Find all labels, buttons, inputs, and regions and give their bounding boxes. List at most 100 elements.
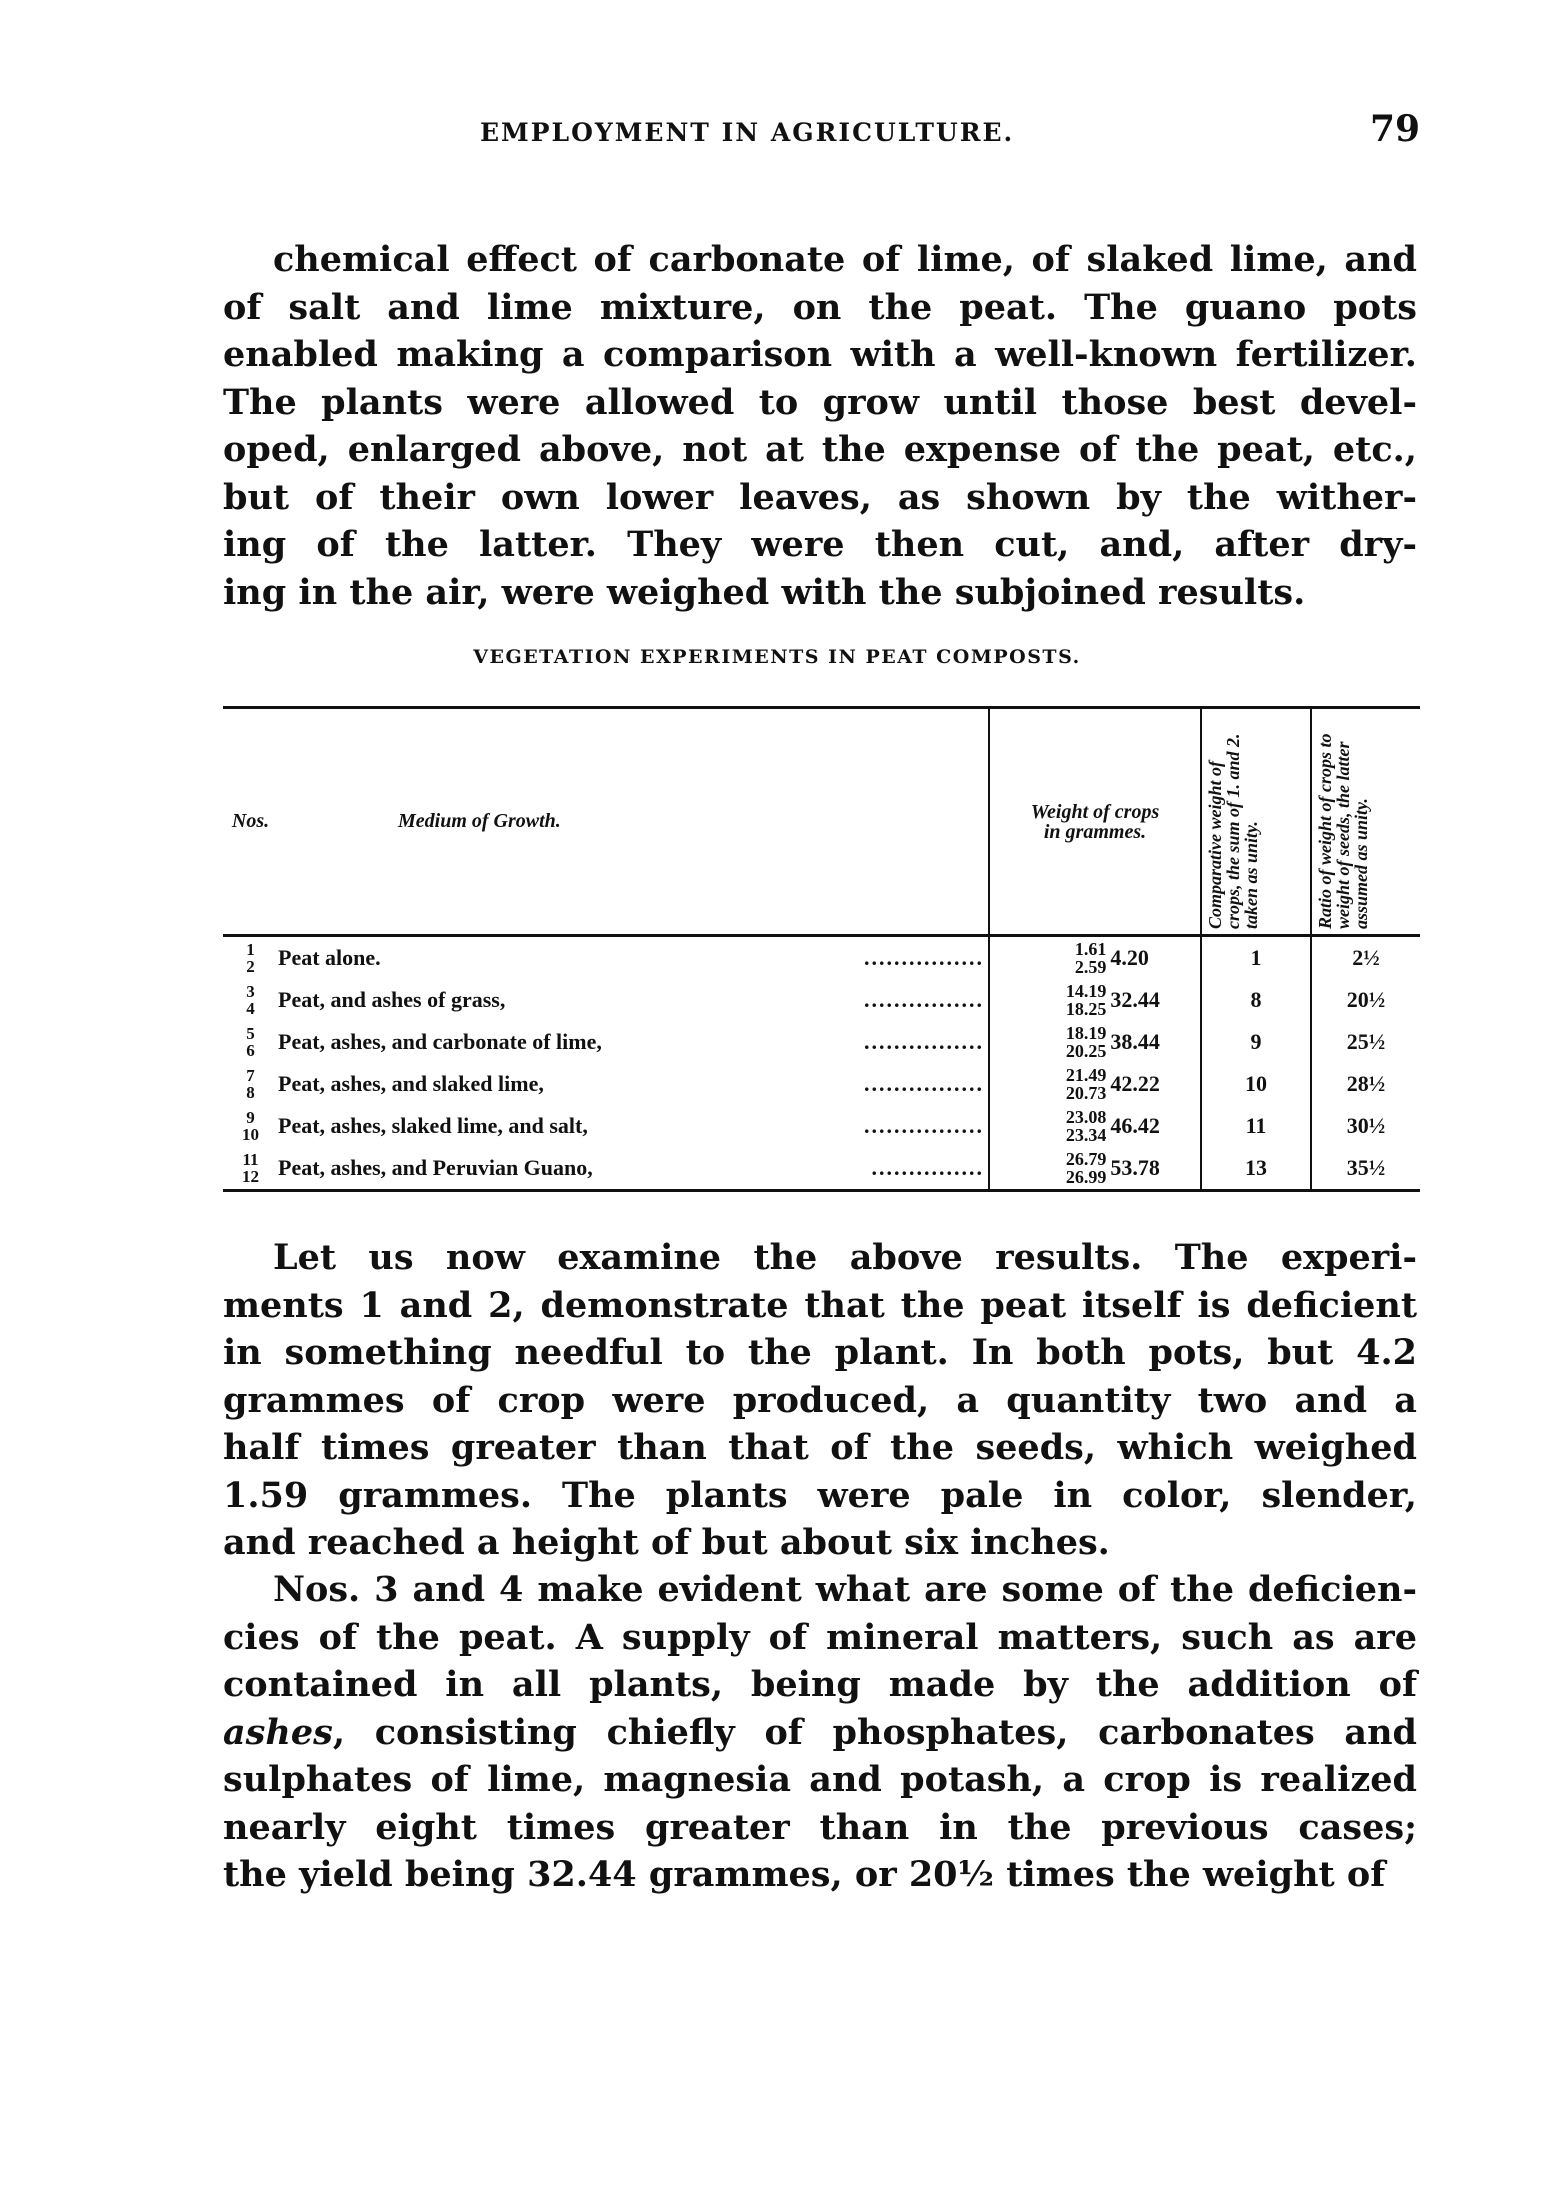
row-comparative: 9 <box>1200 1021 1311 1063</box>
text-line: but of their own lower leaves, as shown … <box>223 476 1417 518</box>
text-line: ashes, consisting chiefly of phosphates,… <box>223 1711 1417 1753</box>
text-line: enabled making a comparison with a well-… <box>223 334 1417 375</box>
header-ratio: Ratio of weight of crops to weight of se… <box>1310 707 1420 937</box>
row-comparative: 10 <box>1200 1063 1311 1105</box>
row-weights: 21.49 20.73 <box>987 1063 1111 1105</box>
row-medium: Peat, ashes, slaked lime, and salt, <box>278 1113 588 1138</box>
row-weights: 26.79 26.99 <box>987 1147 1111 1191</box>
text-line: 1.59 grammes. The plants were pale in co… <box>223 1474 1417 1516</box>
row-weights: 14.19 18.25 <box>987 979 1111 1021</box>
row-comparative: 11 <box>1200 1105 1311 1147</box>
row-weight-sum: 42.22 <box>1110 1071 1160 1096</box>
table-row: 3 4 Peat, and ashes of grass,.............… <box>223 979 1420 1021</box>
weight-1: 1.61 <box>1074 939 1107 959</box>
nos-1: 1 <box>246 940 255 959</box>
row-medium: Peat alone. <box>278 945 381 970</box>
nos-2: 12 <box>242 1167 259 1186</box>
row-weights: 18.19 20.25 <box>987 1021 1111 1063</box>
nos-2: 6 <box>246 1041 255 1060</box>
row-ratio: 35½ <box>1310 1147 1420 1191</box>
table-caption: VEGETATION EXPERIMENTS IN PEAT COMPOSTS. <box>473 646 1081 668</box>
header-weight: Weight of crops in grammes. <box>988 707 1201 937</box>
text-line: Nos. 3 and 4 make evident what are some … <box>273 1569 1417 1610</box>
row-nos: 11 12 <box>223 1147 278 1191</box>
vegetation-table: Nos. Medium of Growth. Weight of crops i… <box>223 706 1420 1192</box>
row-weight-sum: 32.44 <box>1110 987 1160 1012</box>
weight-2: 18.25 <box>1065 999 1107 1019</box>
row-leader-dots: ............... <box>871 1155 984 1180</box>
table-header-row: Nos. Medium of Growth. Weight of crops i… <box>223 707 1420 937</box>
row-weights: 23.08 23.34 <box>987 1105 1111 1147</box>
row-weight-sum: 38.44 <box>1110 1029 1160 1054</box>
row-comparative: 8 <box>1200 979 1311 1021</box>
row-leader-dots: ................ <box>864 1113 984 1138</box>
text-line: ing of the latter. They were then cut, a… <box>223 524 1417 565</box>
row-medium: Peat, ashes, and carbonate of lime, <box>278 1029 602 1054</box>
table-row: 11 12 Peat, ashes, and Peruvian Guano,....… <box>223 1147 1420 1191</box>
row-ratio: 2½ <box>1310 935 1420 979</box>
row-medium: Peat, ashes, and Peruvian Guano, <box>278 1155 593 1180</box>
header-comparative: Comparative weight of crops, the sum of … <box>1200 707 1311 937</box>
table-row: 1 2 Peat alone................. 1.61 2.59 4.2… <box>223 935 1420 980</box>
row-comparative: 1 <box>1200 935 1311 979</box>
text-line: Let us now examine the above results. Th… <box>273 1237 1417 1278</box>
nos-2: 10 <box>242 1125 259 1144</box>
table-row: 9 10 Peat, ashes, slaked lime, and salt,..… <box>223 1105 1420 1147</box>
weight-2: 20.73 <box>1065 1083 1107 1103</box>
row-ratio: 30½ <box>1310 1105 1420 1147</box>
weight-2: 2.59 <box>1074 957 1107 977</box>
row-leader-dots: ................ <box>864 945 984 970</box>
running-title: EMPLOYMENT IN AGRICULTURE. <box>480 118 1015 147</box>
weight-2: 23.34 <box>1065 1125 1107 1145</box>
weight-1: 23.08 <box>1065 1107 1107 1127</box>
header-nos: Nos. <box>223 707 278 937</box>
row-leader-dots: ................ <box>864 987 984 1012</box>
nos-1: 7 <box>246 1066 255 1085</box>
weight-2: 20.25 <box>1065 1041 1107 1061</box>
nos-2: 8 <box>246 1083 255 1102</box>
header-weight-text: Weight of crops in grammes. <box>1030 800 1160 843</box>
text-line: cies of the peat. A supply of mineral ma… <box>223 1616 1417 1658</box>
weight-2: 26.99 <box>1065 1167 1107 1187</box>
row-ratio: 20½ <box>1310 979 1420 1021</box>
row-nos: 9 10 <box>223 1105 278 1147</box>
weight-1: 18.19 <box>1065 1023 1107 1043</box>
nos-1: 5 <box>246 1024 255 1043</box>
paragraph-1: chemical effect of carbonate of lime, of… <box>223 236 1417 616</box>
text-line: the yield being 32.44 grammes, or 20½ ti… <box>223 1854 1386 1895</box>
nos-1: 3 <box>246 982 255 1001</box>
row-leader-dots: ................ <box>864 1029 984 1054</box>
weight-1: 21.49 <box>1065 1065 1107 1085</box>
row-ratio: 25½ <box>1310 1021 1420 1063</box>
row-comparative: 13 <box>1200 1147 1311 1191</box>
header-comparative-text: Comparative weight of crops, the sum of … <box>1205 733 1261 929</box>
paragraph-3: Nos. 3 and 4 make evident what are some … <box>223 1566 1417 1899</box>
nos-1: 9 <box>246 1108 255 1127</box>
page-number: 79 <box>1370 108 1421 150</box>
text-line: ing in the air, were weighed with the su… <box>223 571 1306 613</box>
text-line: of salt and lime mixture, on the peat. T… <box>223 286 1417 328</box>
text-line: half times greater than that of the seed… <box>223 1427 1417 1468</box>
text-line: chemical effect of carbonate of lime, of… <box>273 239 1417 280</box>
text-line: sulphates of lime, magnesia and potash, … <box>223 1759 1417 1800</box>
row-leader-dots: ................ <box>864 1071 984 1096</box>
text-line: oped, enlarged above, not at the expense… <box>223 429 1417 470</box>
table-row: 5 6 Peat, ashes, and carbonate of lime,...… <box>223 1021 1420 1063</box>
weight-1: 14.19 <box>1065 981 1107 1001</box>
nos-1: 11 <box>242 1150 259 1169</box>
text-line: nearly eight times greater than in the p… <box>223 1806 1417 1848</box>
row-weights: 1.61 2.59 <box>987 935 1111 979</box>
row-medium: Peat, and ashes of grass, <box>278 987 506 1012</box>
header-medium: Medium of Growth. <box>278 707 989 937</box>
emphasis: ashes <box>223 1711 333 1753</box>
header-ratio-text: Ratio of weight of crops to weight of se… <box>1315 733 1371 929</box>
row-weight-sum: 46.42 <box>1110 1113 1160 1138</box>
row-ratio: 28½ <box>1310 1063 1420 1105</box>
row-weight-sum: 53.78 <box>1110 1155 1160 1180</box>
weight-1: 26.79 <box>1065 1149 1107 1169</box>
row-weight-sum: 4.20 <box>1110 945 1149 970</box>
